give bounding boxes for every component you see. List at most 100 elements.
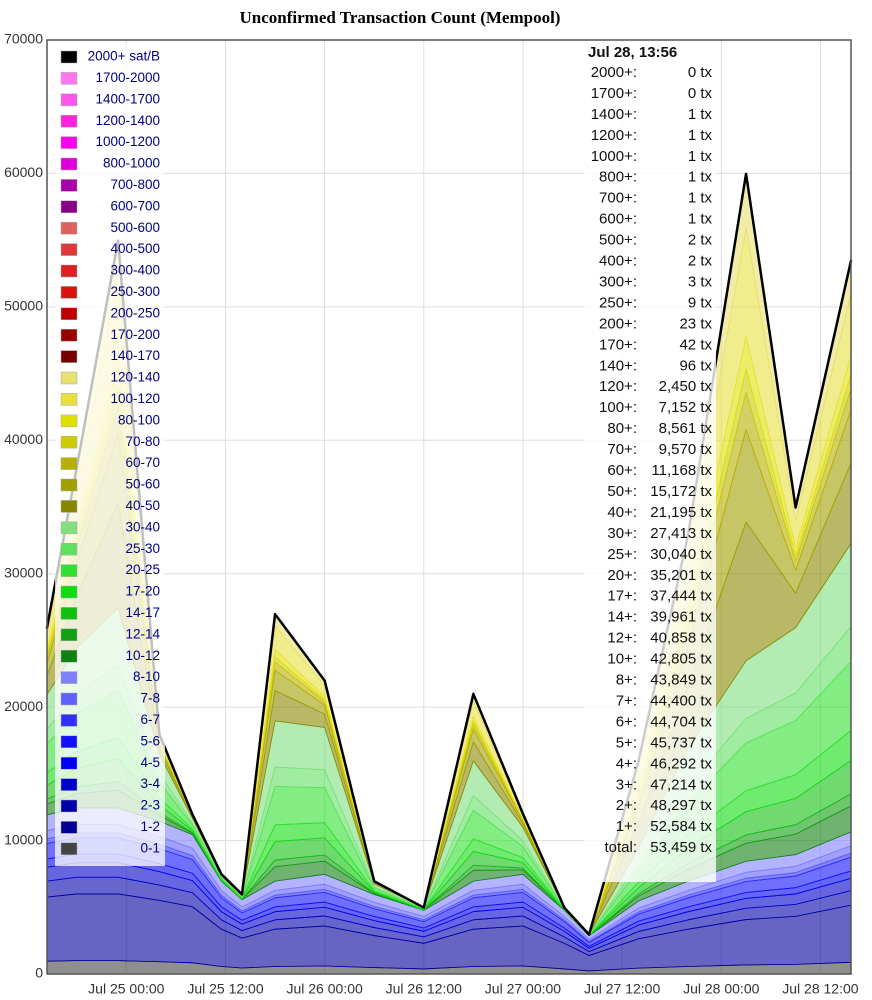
tooltip-value: 47,214 tx (650, 776, 712, 793)
legend-label: 800-1000 (103, 156, 160, 171)
legend-label: 8-10 (133, 669, 160, 684)
tooltip-value: 44,704 tx (650, 713, 712, 730)
legend-label: 1700-2000 (95, 70, 160, 85)
tooltip-value: 30,040 tx (650, 546, 712, 563)
legend-label: 120-140 (110, 370, 160, 385)
legend-swatch (60, 221, 78, 235)
tooltip-label: 20+: (607, 567, 637, 584)
x-tick-label: Jul 25 00:00 (88, 981, 164, 997)
tooltip-label: 2000+: (591, 64, 637, 81)
tooltip-label: 1+: (616, 818, 637, 835)
tooltip-label: 70+: (607, 441, 637, 458)
tooltip-value: 1 tx (688, 169, 713, 186)
y-tick-label: 10000 (4, 831, 43, 847)
tooltip-label: 100+: (599, 399, 637, 416)
legend-label: 500-600 (110, 220, 160, 235)
y-tick-label: 40000 (4, 431, 43, 447)
tooltip-label: 14+: (607, 609, 637, 626)
tooltip-value: 0 tx (688, 64, 713, 81)
legend-swatch (60, 414, 78, 428)
tooltip-label: 1200+: (591, 127, 637, 144)
tooltip-value: 42,805 tx (650, 651, 712, 668)
tooltip-label: 6+: (616, 713, 637, 730)
legend-label: 0-1 (140, 840, 160, 855)
tooltip-label: 10+: (607, 651, 637, 668)
legend-swatch (60, 607, 78, 620)
legend-label: 25-30 (125, 541, 160, 556)
legend-label: 140-170 (110, 348, 160, 363)
tooltip-label: 140+: (599, 357, 637, 374)
legend-swatch (60, 478, 78, 492)
legend-label: 70-80 (125, 434, 160, 449)
legend-swatch (60, 243, 78, 256)
tooltip-label: 12+: (607, 630, 637, 647)
tooltip-value: 7,152 tx (659, 399, 713, 416)
tooltip-value: 21,195 tx (650, 504, 712, 521)
legend-swatch (60, 842, 78, 856)
tooltip-label: 17+: (607, 588, 637, 605)
tooltip-value: 1 tx (688, 211, 713, 228)
x-tick-label: Jul 27 00:00 (485, 981, 561, 997)
legend-label: 1000-1200 (95, 134, 160, 149)
legend-swatch (60, 72, 78, 85)
legend-label: 200-250 (110, 305, 160, 320)
tooltip-value: 45,737 tx (650, 734, 712, 751)
legend-label: 20-25 (125, 562, 160, 577)
legend-label: 14-17 (125, 605, 160, 620)
tooltip-label: 4+: (616, 755, 637, 772)
legend-swatch (60, 264, 78, 278)
tooltip-label: 60+: (607, 462, 637, 479)
tooltip-value: 46,292 tx (650, 755, 712, 772)
tooltip-value: 37,444 tx (650, 588, 712, 605)
tooltip-label: 250+: (599, 294, 637, 311)
tooltip-label: 3+: (616, 776, 637, 793)
tooltip-value: 9 tx (688, 294, 713, 311)
legend-swatch (60, 114, 78, 128)
tooltip-value: 53,459 tx (650, 839, 712, 856)
tooltip-value: 0 tx (688, 85, 713, 102)
tooltip-label: 200+: (599, 315, 637, 332)
tooltip-value: 2 tx (688, 232, 713, 249)
legend-label: 170-200 (110, 327, 160, 342)
legend-swatch (60, 692, 78, 706)
tooltip-label: 400+: (599, 253, 637, 270)
tooltip-label: 1700+: (591, 85, 637, 102)
x-tick-label: Jul 27 12:00 (584, 981, 660, 997)
legend-label: 100-120 (110, 391, 160, 406)
legend-label: 1-2 (140, 819, 160, 834)
legend-swatch (60, 350, 78, 363)
tooltip-label: 1000+: (591, 148, 637, 165)
tooltip-value: 96 tx (679, 357, 712, 374)
legend-label: 5-6 (140, 733, 160, 748)
tooltip-value: 1 tx (688, 106, 713, 123)
legend-swatch (60, 671, 78, 684)
tooltip-value: 39,961 tx (650, 609, 712, 626)
y-tick-label: 50000 (4, 298, 43, 314)
tooltip-value: 3 tx (688, 273, 713, 290)
legend-swatch (60, 564, 78, 577)
legend-label: 80-100 (118, 412, 160, 427)
tooltip-label: 700+: (599, 190, 637, 207)
tooltip-value: 11,168 tx (651, 462, 712, 479)
legend-swatch (60, 735, 78, 749)
tooltip-value: 1 tx (688, 127, 713, 144)
legend-label: 700-800 (110, 177, 160, 192)
legend-label: 30-40 (125, 519, 160, 534)
legend-label: 3-4 (140, 776, 160, 791)
tooltip-label: 170+: (599, 336, 637, 353)
tooltip-label: 50+: (607, 483, 637, 500)
tooltip-label: 5+: (616, 734, 637, 751)
y-tick-label: 60000 (4, 164, 43, 180)
y-tick-label: 20000 (4, 698, 43, 714)
legend-swatch (60, 649, 78, 663)
legend-swatch (60, 521, 78, 535)
tooltip-value: 8,561 tx (659, 420, 713, 437)
tooltip-label: 7+: (616, 692, 637, 709)
legend-label: 12-14 (125, 626, 160, 641)
tooltip-label: 300+: (599, 273, 637, 290)
legend-swatch (60, 500, 78, 513)
tooltip-value: 44,400 tx (650, 692, 712, 709)
legend-swatch (60, 756, 78, 770)
tooltip-value: 52,584 tx (650, 818, 712, 835)
